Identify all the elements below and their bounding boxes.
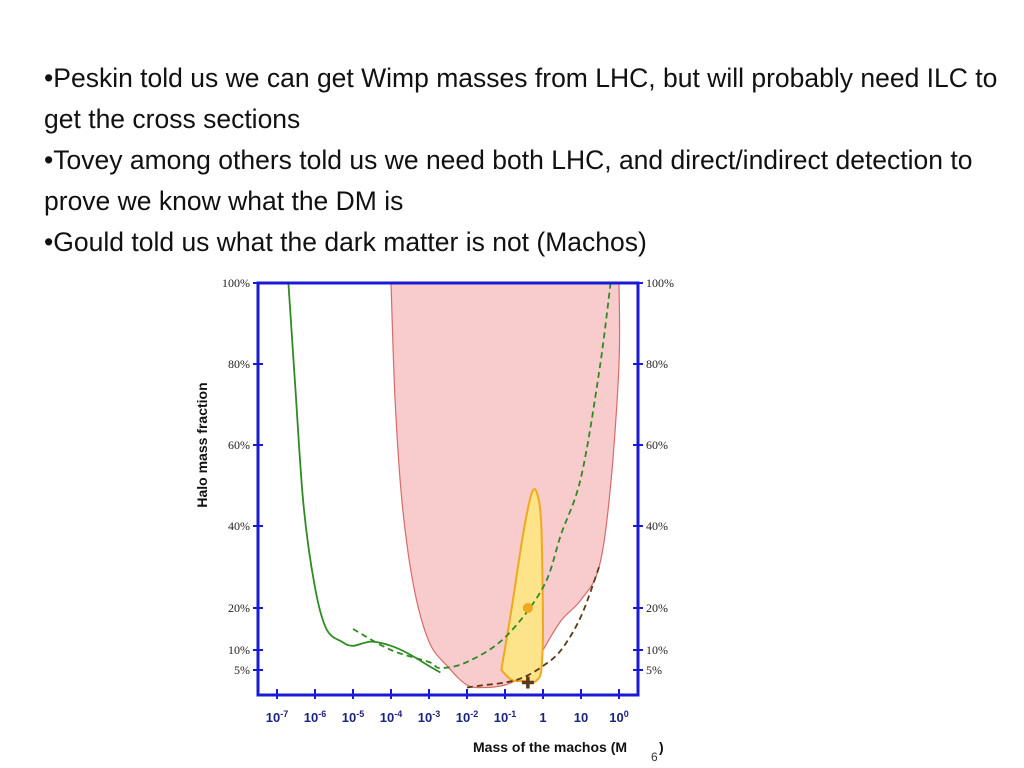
y-tick-label-right: 40% bbox=[646, 519, 668, 533]
plot-frame bbox=[256, 281, 640, 697]
x-tick-label: 10-3 bbox=[418, 709, 440, 725]
y-tick-label-left: 60% bbox=[228, 438, 250, 452]
bullet-tovey: •Tovey among others told us we need both… bbox=[44, 145, 973, 216]
x-tick-label: 1 bbox=[539, 710, 546, 725]
orange-point-marker bbox=[522, 603, 533, 613]
y-axis-title: Halo mass fraction bbox=[194, 382, 210, 507]
x-tick-label: 10-6 bbox=[304, 709, 326, 725]
bullet-list: •Peskin told us we can get Wimp masses f… bbox=[44, 58, 1004, 263]
y-tick-label-left: 10% bbox=[228, 643, 250, 657]
x-axis-title: Mass of the machos (M bbox=[473, 739, 627, 755]
bullet-gould: •Gould told us what the dark matter is n… bbox=[44, 227, 647, 257]
page-number: 6 bbox=[651, 750, 658, 764]
y-tick-label-left: 20% bbox=[228, 601, 250, 615]
excluded-region-area bbox=[390, 282, 638, 689]
y-tick-label-right: 20% bbox=[646, 601, 668, 615]
x-tick-label: 10-7 bbox=[266, 709, 288, 725]
solid-green-line-0 bbox=[287, 282, 441, 674]
macho-exclusion-chart: 100% 100% 80% 80% 60% 60% 40% 40% 20% 20% 10% 10% 5%… bbox=[194, 276, 674, 755]
y-tick-label-right: 80% bbox=[646, 357, 668, 371]
y-tick-label-right: 60% bbox=[646, 438, 668, 452]
x-tick-label: 10-4 bbox=[380, 709, 402, 725]
y-tick-label-right: 5% bbox=[646, 663, 662, 677]
x-tick-label: 100 bbox=[609, 709, 628, 725]
x-tick-label: 10 bbox=[574, 710, 588, 725]
x-axis-title-close: ) bbox=[659, 739, 664, 755]
x-tick-label: 10-2 bbox=[456, 709, 478, 725]
x-tick-label: 10-1 bbox=[494, 709, 516, 725]
y-tick-label-left: 5% bbox=[234, 663, 250, 677]
y-tick-label-right: 10% bbox=[646, 643, 668, 657]
y-tick-label-left: 80% bbox=[228, 357, 250, 371]
y-tick-label-left: 40% bbox=[228, 519, 250, 533]
dashed-green-line-2 bbox=[352, 282, 612, 669]
x-tick-label: 10-5 bbox=[342, 709, 364, 725]
brown-point-marker bbox=[521, 676, 534, 689]
y-tick-label-right: 100% bbox=[646, 276, 674, 290]
y-tick-label-left: 100% bbox=[222, 276, 250, 290]
bullet-peskin: •Peskin told us we can get Wimp masses f… bbox=[44, 63, 998, 134]
